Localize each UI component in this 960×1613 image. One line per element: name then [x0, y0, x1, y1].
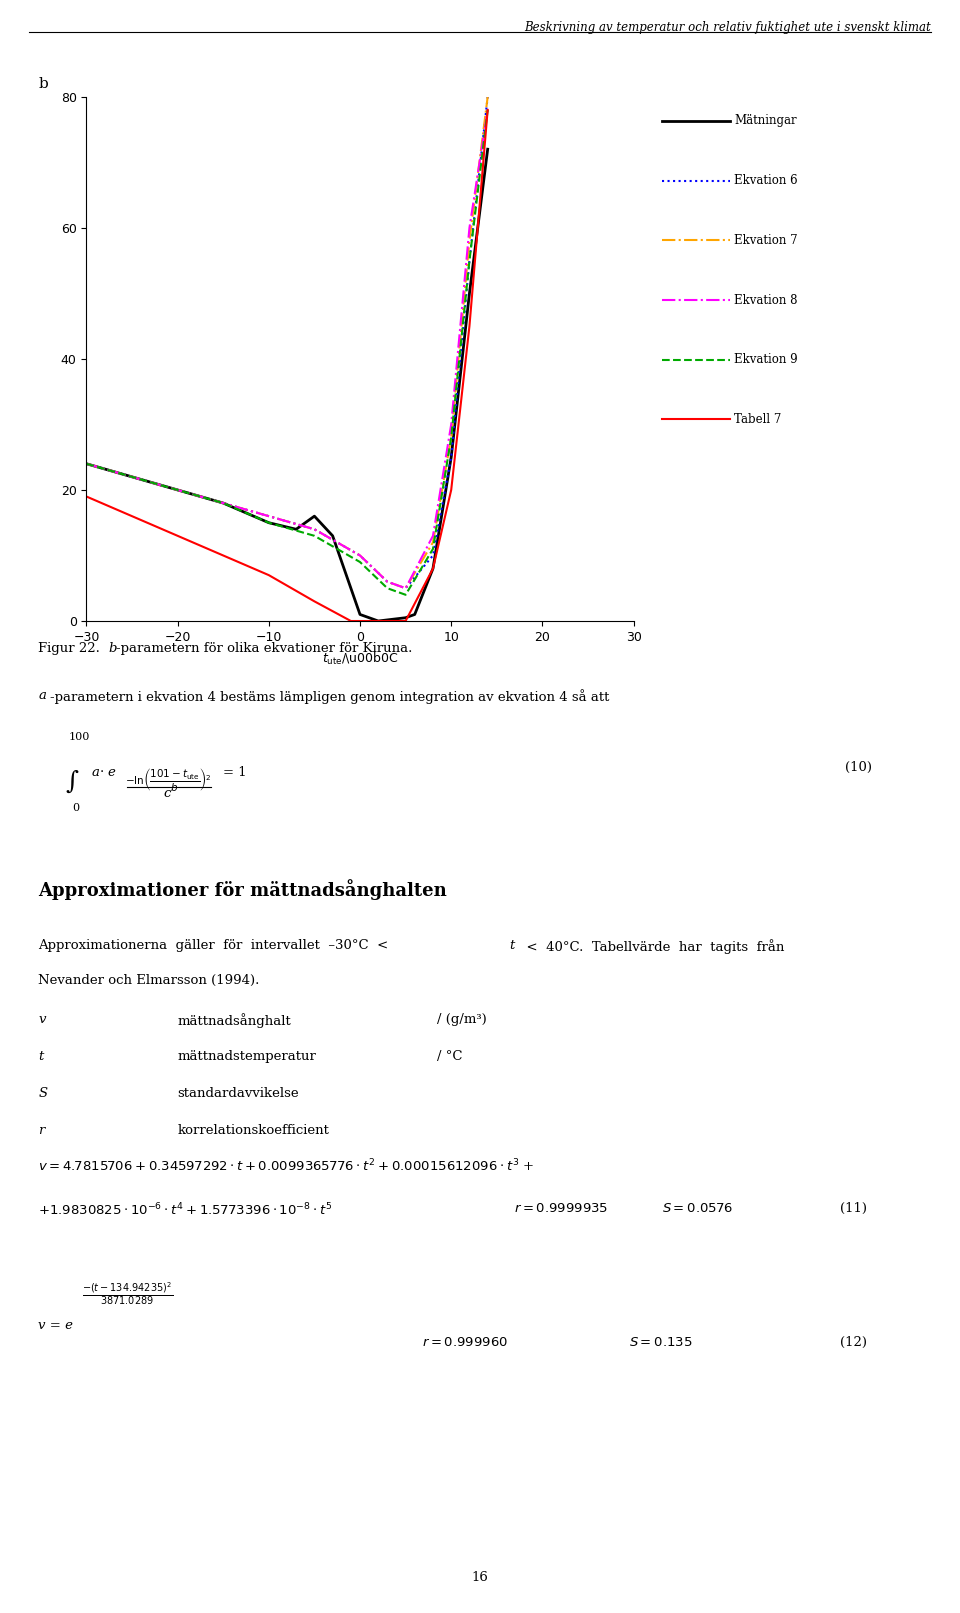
Text: standardavvikelse: standardavvikelse	[178, 1087, 300, 1100]
X-axis label: $t_{\rm ute}$/\u00b0C: $t_{\rm ute}$/\u00b0C	[322, 650, 398, 666]
Text: <  40°C.  Tabellvärde  har  tagits  från: < 40°C. Tabellvärde har tagits från	[518, 939, 784, 953]
Text: $\dfrac{-(t-134.94235)^{2}}{3871.0289}$: $\dfrac{-(t-134.94235)^{2}}{3871.0289}$	[82, 1279, 173, 1307]
Text: ·: ·	[100, 766, 104, 779]
Text: 100: 100	[69, 732, 90, 742]
Text: 0: 0	[72, 803, 79, 813]
Text: ∫: ∫	[65, 771, 79, 794]
Text: -parametern för olika ekvationer för Kiruna.: -parametern för olika ekvationer för Kir…	[116, 642, 413, 655]
Text: t: t	[510, 939, 516, 952]
Text: Tabell 7: Tabell 7	[734, 413, 781, 426]
Text: a: a	[38, 689, 46, 702]
Text: e: e	[108, 766, 115, 779]
Text: $+1.9830825 \cdot 10^{-6} \cdot t^{4} +1.5773396 \cdot 10^{-8} \cdot t^{5}$: $+1.9830825 \cdot 10^{-6} \cdot t^{4} +1…	[38, 1202, 333, 1218]
Text: $S = 0.0576$: $S = 0.0576$	[662, 1202, 733, 1215]
Text: / °C: / °C	[437, 1050, 463, 1063]
Text: mättnadsånghalt: mättnadsånghalt	[178, 1013, 291, 1027]
Text: c: c	[163, 787, 171, 800]
Text: Beskrivning av temperatur och relativ fuktighet ute i svenskt klimat: Beskrivning av temperatur och relativ fu…	[524, 21, 931, 34]
Text: S: S	[38, 1087, 48, 1100]
Text: Nevander och Elmarsson (1994).: Nevander och Elmarsson (1994).	[38, 974, 260, 987]
Text: v = e: v = e	[38, 1319, 73, 1332]
Text: (10): (10)	[845, 761, 872, 774]
Text: Ekvation 9: Ekvation 9	[734, 353, 798, 366]
Text: 16: 16	[471, 1571, 489, 1584]
Text: Approximationerna  gäller  för  intervallet  –30°C  <: Approximationerna gäller för intervallet…	[38, 939, 397, 952]
Text: Ekvation 6: Ekvation 6	[734, 174, 798, 187]
Text: (12): (12)	[840, 1336, 867, 1348]
Text: Approximationer för mättnadsånghalten: Approximationer för mättnadsånghalten	[38, 879, 447, 900]
Text: $v = 4.7815706 + 0.34597292 \cdot t + 0.0099365776 \cdot t^{2} + 0.00015612096 \: $v = 4.7815706 + 0.34597292 \cdot t + 0.…	[38, 1158, 535, 1174]
Text: / (g/m³): / (g/m³)	[437, 1013, 487, 1026]
Text: mättnadstemperatur: mättnadstemperatur	[178, 1050, 317, 1063]
Text: Ekvation 8: Ekvation 8	[734, 294, 798, 306]
Text: -parametern i ekvation 4 bestäms lämpligen genom integration av ekvation 4 så at: -parametern i ekvation 4 bestäms lämplig…	[50, 689, 610, 703]
Text: $-\ln\!\left(\dfrac{101-t_{\rm ute}}{b}\right)^{\!2}$: $-\ln\!\left(\dfrac{101-t_{\rm ute}}{b}\…	[125, 766, 211, 794]
Text: korrelationskoefficient: korrelationskoefficient	[178, 1124, 329, 1137]
Text: Ekvation 7: Ekvation 7	[734, 234, 798, 247]
Text: v: v	[38, 1013, 46, 1026]
Text: Figur 22.: Figur 22.	[38, 642, 105, 655]
Text: $S = 0.135$: $S = 0.135$	[629, 1336, 692, 1348]
Text: $r = 0.9999935$: $r = 0.9999935$	[514, 1202, 608, 1215]
Text: (11): (11)	[840, 1202, 867, 1215]
Text: b: b	[38, 77, 48, 92]
Text: = 1: = 1	[223, 766, 247, 779]
Text: Mätningar: Mätningar	[734, 115, 797, 127]
Text: t: t	[38, 1050, 44, 1063]
Text: r: r	[38, 1124, 45, 1137]
Text: b: b	[108, 642, 117, 655]
Text: $r = 0.999960$: $r = 0.999960$	[422, 1336, 509, 1348]
Text: a: a	[91, 766, 99, 779]
